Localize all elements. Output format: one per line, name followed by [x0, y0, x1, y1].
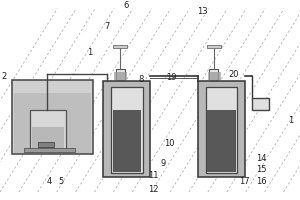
Text: 1: 1 [87, 48, 93, 57]
Bar [206, 87, 237, 173]
Bar [14, 93, 91, 153]
Bar [113, 45, 127, 48]
Text: 17: 17 [239, 177, 250, 186]
Text: 19: 19 [166, 73, 176, 82]
Bar [103, 81, 150, 177]
Text: 13: 13 [197, 7, 208, 16]
Bar [208, 72, 220, 73]
Bar [208, 78, 220, 79]
Bar [207, 45, 220, 48]
Bar [12, 80, 93, 154]
Text: 11: 11 [148, 171, 158, 180]
Text: 20: 20 [229, 70, 239, 79]
Bar [208, 74, 220, 75]
Text: 9: 9 [161, 159, 166, 168]
Text: 1: 1 [288, 116, 294, 125]
Bar [114, 78, 126, 79]
Bar [112, 110, 141, 172]
Bar [208, 76, 220, 77]
Text: 12: 12 [148, 185, 158, 194]
Bar [111, 87, 142, 173]
Bar [116, 69, 124, 80]
Text: 8: 8 [138, 75, 144, 84]
Bar [114, 74, 126, 75]
Bar [24, 148, 75, 152]
Bar [38, 142, 54, 147]
Bar [30, 110, 66, 149]
Text: 14: 14 [256, 154, 266, 163]
Bar [252, 98, 268, 110]
Text: 16: 16 [256, 177, 266, 186]
Bar [209, 69, 218, 80]
Text: 15: 15 [256, 165, 266, 174]
Bar [114, 72, 126, 73]
Text: 6: 6 [123, 1, 129, 10]
Bar [114, 76, 126, 77]
Bar [198, 81, 244, 177]
Bar [207, 110, 236, 172]
Text: 5: 5 [59, 177, 64, 186]
Text: 4: 4 [47, 177, 52, 186]
Bar [32, 127, 64, 148]
Text: 7: 7 [104, 22, 109, 31]
Text: 2: 2 [2, 72, 7, 81]
Text: 10: 10 [164, 139, 175, 148]
